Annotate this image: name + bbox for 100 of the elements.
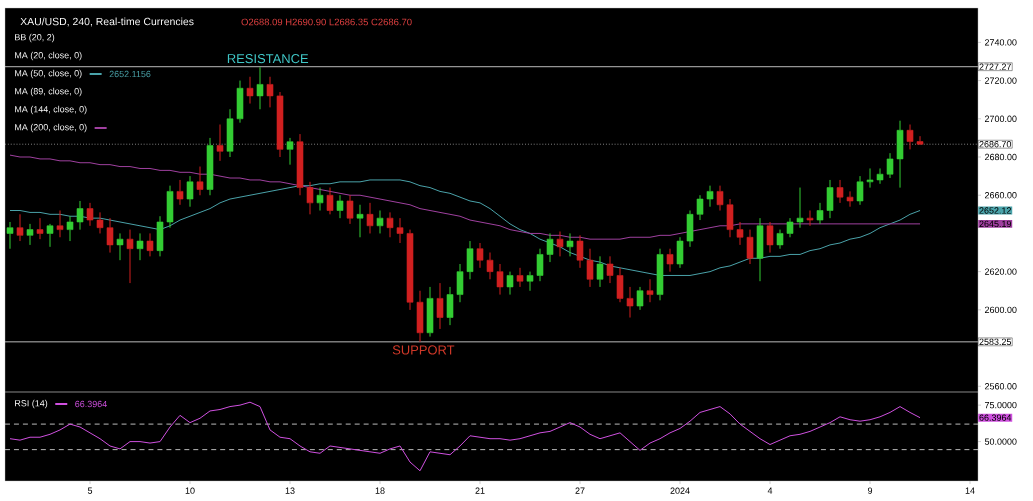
x-tick-label: 4 bbox=[767, 487, 773, 494]
candlestick bbox=[806, 210, 814, 227]
y-tick-label: 2700.00 bbox=[984, 115, 1017, 122]
candlestick bbox=[816, 202, 824, 225]
candlestick bbox=[366, 202, 374, 234]
candlestick bbox=[226, 108, 234, 158]
candlestick bbox=[576, 235, 584, 269]
candlestick bbox=[326, 187, 334, 215]
x-tick-label: 2024 bbox=[670, 487, 690, 494]
y-tick-label: 75.0000 bbox=[984, 401, 1017, 409]
candlestick bbox=[6, 221, 14, 250]
candlestick bbox=[796, 187, 804, 228]
candlestick bbox=[256, 66, 264, 110]
candlestick bbox=[776, 229, 784, 250]
candlestick bbox=[536, 248, 544, 282]
annotation: BB (20, 2) bbox=[15, 33, 55, 43]
candlestick bbox=[196, 166, 204, 196]
candlestick bbox=[596, 256, 604, 288]
legend-label: RSI (14) bbox=[15, 399, 48, 409]
candlestick bbox=[826, 179, 834, 219]
y-tick-label: 2680.00 bbox=[984, 153, 1017, 161]
legend-label: MA (50, close, 0) bbox=[15, 69, 82, 79]
candlestick bbox=[846, 191, 854, 207]
x-tick-label: 18 bbox=[375, 487, 385, 494]
candlestick bbox=[346, 194, 354, 225]
candlestick bbox=[896, 120, 904, 188]
candlestick bbox=[426, 286, 434, 337]
candlestick bbox=[726, 198, 734, 238]
candlestick bbox=[286, 137, 294, 165]
annotation: RESISTANCE bbox=[227, 54, 309, 64]
annotation: MA (20, close, 0) bbox=[15, 51, 82, 61]
candlestick bbox=[476, 242, 484, 269]
candlestick bbox=[486, 252, 494, 280]
candlestick bbox=[406, 229, 414, 311]
candlestick bbox=[166, 185, 174, 228]
candlestick bbox=[606, 256, 614, 284]
candlestick bbox=[746, 229, 754, 265]
text: 66.3964 bbox=[979, 414, 1012, 421]
candlestick bbox=[886, 152, 894, 179]
candlestick bbox=[216, 124, 224, 162]
candlestick bbox=[666, 248, 674, 272]
x-tick-label: 9 bbox=[867, 487, 873, 494]
candlestick bbox=[706, 185, 714, 207]
candlestick bbox=[466, 240, 474, 280]
candlestick bbox=[46, 223, 54, 248]
y-tick-label: 2620.00 bbox=[984, 268, 1017, 275]
candlestick bbox=[236, 80, 244, 123]
candlestick bbox=[546, 233, 554, 263]
candlestick bbox=[116, 233, 124, 261]
x-tick-label: 5 bbox=[87, 487, 93, 494]
legend-label: MA (200, close, 0) bbox=[15, 123, 87, 133]
x-tick-label: 13 bbox=[285, 487, 295, 494]
candlestick bbox=[876, 168, 884, 185]
candlestick bbox=[686, 210, 694, 248]
candlestick bbox=[86, 202, 94, 227]
x-tick-label: 27 bbox=[575, 487, 585, 494]
candlestick bbox=[206, 137, 214, 196]
candlestick bbox=[586, 248, 594, 288]
y-tick-label: 2560.00 bbox=[984, 383, 1017, 390]
x-tick-label: 10 bbox=[185, 487, 195, 494]
candlestick bbox=[336, 194, 344, 219]
candlestick bbox=[866, 168, 874, 188]
candlestick bbox=[376, 210, 384, 234]
candlestick bbox=[396, 217, 404, 244]
candlestick bbox=[906, 124, 914, 150]
candlestick bbox=[636, 286, 644, 311]
candlestick bbox=[56, 210, 64, 238]
x-tick-label: 21 bbox=[475, 487, 485, 494]
candlestick bbox=[456, 263, 464, 303]
candlestick bbox=[386, 212, 394, 238]
candlestick bbox=[126, 229, 134, 284]
candlestick bbox=[556, 231, 564, 257]
annotation: MA (89, close, 0) bbox=[15, 87, 82, 97]
candlestick bbox=[496, 263, 504, 295]
candlestick bbox=[626, 286, 634, 318]
candlestick bbox=[66, 215, 74, 242]
candlestick bbox=[296, 133, 304, 196]
y-tick-label: 2600.00 bbox=[984, 306, 1017, 314]
y-tick-label: 2660.00 bbox=[984, 192, 1017, 199]
candlestick bbox=[26, 223, 34, 246]
candlestick bbox=[356, 204, 364, 238]
annotation: 2652.1156 bbox=[109, 70, 151, 78]
candlestick bbox=[446, 286, 454, 326]
candlestick bbox=[516, 267, 524, 288]
text: 2645.19 bbox=[979, 220, 1011, 228]
candlestick bbox=[246, 76, 254, 104]
y-tick-label: 2720.00 bbox=[984, 77, 1017, 84]
text: 2652.12 bbox=[979, 207, 1011, 214]
candlestick bbox=[316, 187, 324, 211]
annotation: SUPPORT bbox=[392, 345, 455, 355]
text: O2688.09 H2690.90 L2686.35 C2686.70 bbox=[241, 18, 412, 26]
candlestick bbox=[16, 214, 24, 242]
candlestick bbox=[566, 233, 574, 257]
y-tick-label: 50.0000 bbox=[984, 438, 1017, 445]
candlestick bbox=[96, 212, 104, 234]
candlestick bbox=[176, 179, 184, 206]
candlestick bbox=[186, 175, 194, 207]
candlestick bbox=[146, 233, 154, 257]
candlestick bbox=[916, 135, 924, 146]
candlestick bbox=[436, 282, 444, 330]
